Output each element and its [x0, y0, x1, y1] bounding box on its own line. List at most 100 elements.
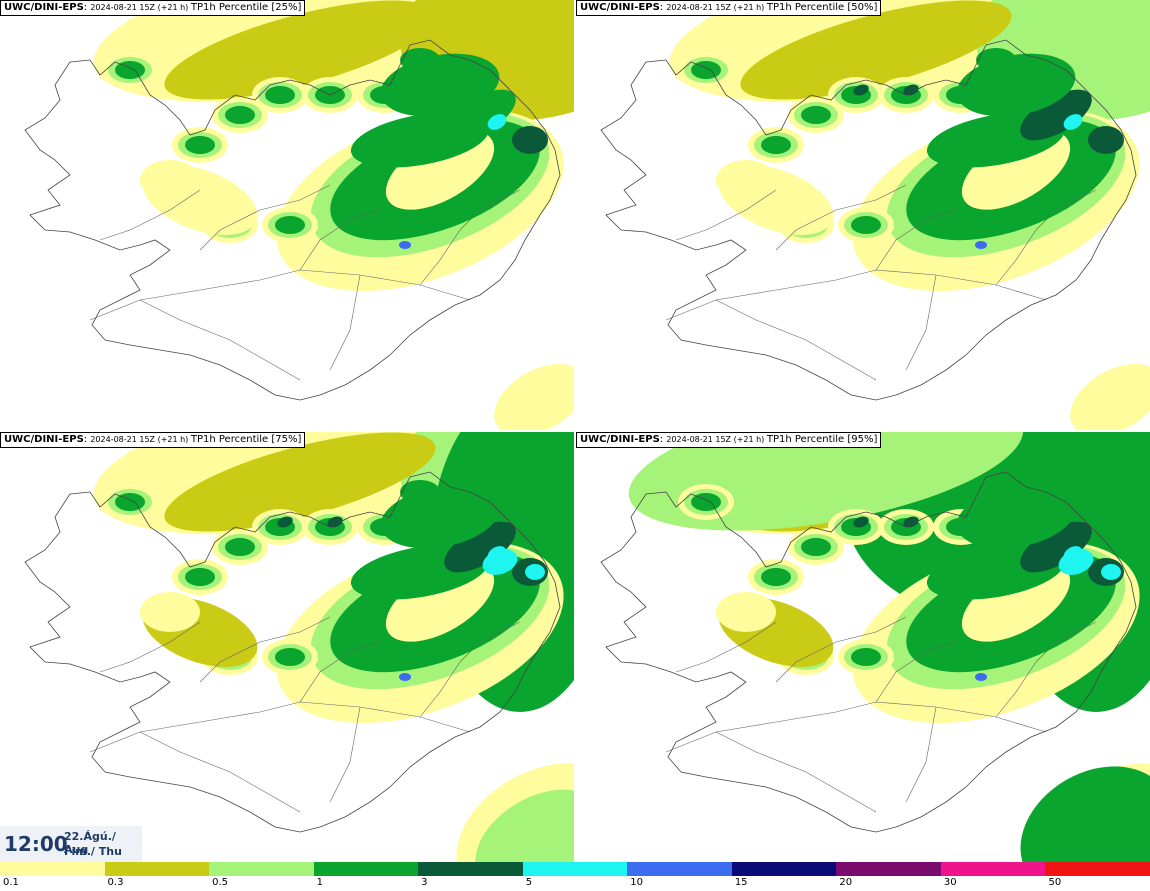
precip-area-light — [140, 592, 200, 632]
precip-core — [444, 521, 516, 573]
colorbar-label: 15 — [734, 877, 748, 888]
precip-map — [600, 432, 1150, 863]
run-time: 2024-08-21 15Z (+21 h) — [666, 435, 767, 444]
precip-core-high — [525, 564, 545, 580]
precip-area-moderate — [275, 216, 305, 234]
precip-core — [903, 84, 919, 96]
road-line — [675, 621, 777, 673]
road-line — [329, 706, 361, 803]
road-line — [329, 274, 361, 371]
precip-core — [853, 84, 869, 96]
road-line — [905, 274, 937, 371]
precip-area — [164, 432, 436, 532]
precip-core — [1088, 126, 1124, 154]
coastline — [600, 471, 1137, 833]
precip-core-high — [399, 673, 411, 681]
precip-core — [327, 516, 343, 528]
run-time: 2024-08-21 15Z (+21 h) — [90, 3, 191, 12]
colorbar-segment — [940, 862, 1047, 876]
colorbar-label: 5 — [525, 877, 533, 888]
colorbar-label: 1 — [316, 877, 323, 888]
road-line — [299, 209, 381, 271]
colorbar-segment — [1045, 862, 1150, 876]
precip-core-high — [975, 673, 987, 681]
precip-area-moderate — [275, 648, 305, 666]
road-line — [715, 731, 877, 813]
precip-core — [444, 89, 516, 141]
precip-map — [24, 432, 575, 863]
road-line — [875, 209, 957, 271]
field-name: TP1h Percentile [50%] — [766, 2, 878, 13]
road-line — [89, 701, 471, 753]
road-line — [419, 189, 521, 286]
precip-map — [24, 0, 575, 431]
road-line — [419, 621, 521, 718]
colorbar-segment — [313, 862, 420, 876]
precip-area — [740, 0, 1012, 100]
road-line — [665, 269, 1047, 321]
valid-date-line1: 22.Ágú./ Aug — [64, 830, 116, 856]
coastline-layer — [600, 39, 1137, 401]
map-panel-p75: UWC/DINI-EPS: 2024-08-21 15Z (+21 h) TP1… — [0, 432, 575, 863]
precip-area-moderate — [185, 568, 215, 586]
road-line — [665, 701, 1047, 753]
precip-area-light — [494, 363, 575, 431]
coastline-layer — [24, 471, 561, 833]
precip-area — [475, 789, 575, 863]
model-name: UWC/DINI-EPS — [580, 2, 660, 13]
precip-field-layer — [628, 432, 1150, 863]
precip-area-moderate — [801, 538, 831, 556]
precip-core — [1020, 521, 1092, 573]
precip-field-layer — [93, 432, 575, 863]
precip-core-high — [1063, 114, 1083, 130]
panel-title: UWC/DINI-EPS: 2024-08-21 15Z (+21 h) TP1… — [0, 432, 306, 448]
colorbar-segment — [522, 862, 629, 876]
precip-area-moderate — [976, 480, 1016, 504]
field-name: TP1h Percentile [25%] — [190, 2, 302, 13]
precip-area-moderate — [851, 648, 881, 666]
model-name: UWC/DINI-EPS — [580, 434, 660, 445]
colorbar-segment — [418, 862, 524, 876]
precip-area-light — [140, 160, 200, 200]
precip-core — [1020, 89, 1092, 141]
precip-core — [853, 516, 869, 528]
colorbar-label: 3 — [421, 877, 428, 888]
colorbar-segment — [209, 862, 315, 876]
road-line — [89, 269, 471, 321]
colorbar-segment — [627, 862, 733, 876]
road-line — [675, 189, 777, 241]
precip-core — [903, 516, 919, 528]
colorbar-label: 10 — [630, 877, 643, 888]
precip-area-moderate — [400, 480, 440, 504]
colorbar-segment — [104, 862, 211, 876]
precip-area-moderate — [761, 568, 791, 586]
coastline — [24, 471, 561, 833]
precip-core-high — [487, 114, 507, 130]
road-line — [299, 641, 381, 703]
colorbar-label: 0.1 — [3, 877, 19, 888]
model-name: UWC/DINI-EPS — [4, 2, 84, 13]
precip-area-moderate — [1020, 766, 1150, 863]
panel-separator-horizontal — [0, 430, 1150, 432]
road-line — [715, 299, 877, 381]
precip-core — [512, 126, 548, 154]
road-line — [995, 621, 1097, 718]
precip-area-light — [716, 592, 776, 632]
colorbar-segment — [0, 862, 106, 876]
colorbar-label: 0.3 — [107, 877, 124, 888]
coastline-layer — [600, 471, 1137, 833]
road-line — [99, 189, 201, 241]
road-line — [875, 641, 957, 703]
precip-area-moderate — [185, 136, 215, 154]
precip-core-high — [1058, 549, 1094, 575]
precip-core-high — [399, 241, 411, 249]
precip-area-light — [716, 160, 776, 200]
map-panel-p25: UWC/DINI-EPS: 2024-08-21 15Z (+21 h) TP1… — [0, 0, 575, 431]
run-time: 2024-08-21 15Z (+21 h) — [666, 3, 767, 12]
precipitation-colorbar: 0.1 0.3 0.5 1 3 5 10 15 20 30 50 — [0, 862, 1150, 891]
colorbar-label: 50 — [1048, 877, 1062, 888]
precip-area-moderate — [225, 106, 255, 124]
precip-area-moderate — [976, 48, 1016, 72]
valid-time: 12:00 — [4, 832, 68, 856]
precip-area-light — [1070, 363, 1150, 431]
